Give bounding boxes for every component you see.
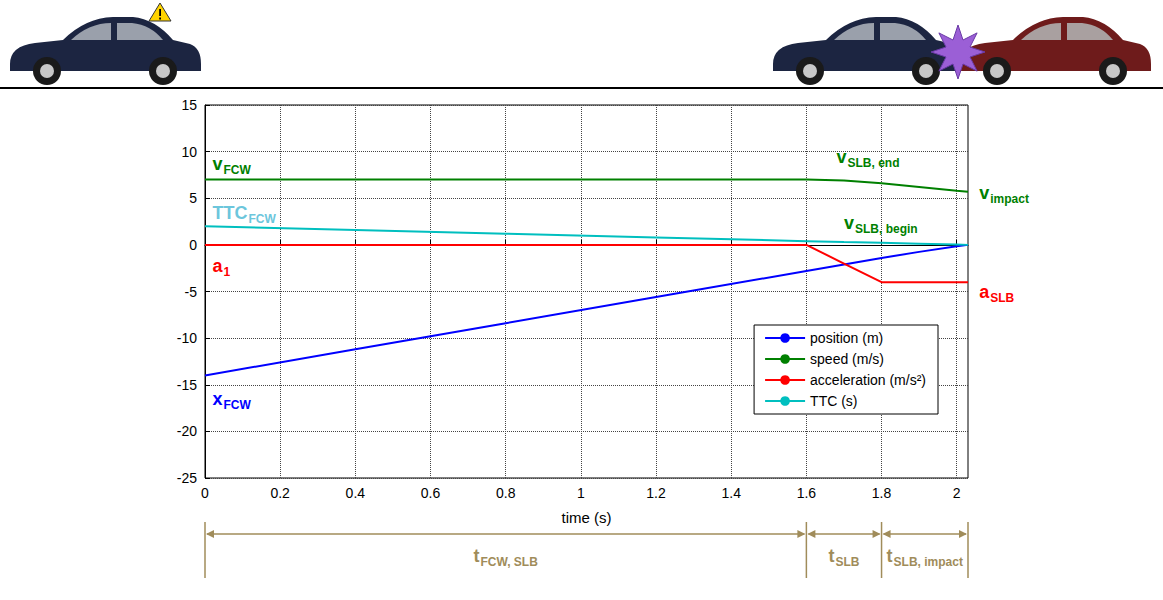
- svg-text:x: x: [213, 389, 223, 409]
- svg-text:FCW: FCW: [224, 398, 252, 412]
- svg-text:15: 15: [181, 97, 197, 113]
- svg-text:1.8: 1.8: [872, 485, 892, 501]
- svg-text:v: v: [836, 147, 846, 167]
- svg-text:1.4: 1.4: [721, 485, 741, 501]
- svg-text:TTC: TTC: [213, 203, 248, 223]
- svg-text:0: 0: [189, 237, 197, 253]
- svg-text:2: 2: [953, 485, 961, 501]
- svg-text:0: 0: [201, 485, 209, 501]
- svg-text:impact: impact: [990, 192, 1029, 206]
- svg-text:FCW: FCW: [249, 212, 277, 226]
- svg-text:a: a: [213, 256, 224, 276]
- svg-text:SLB, begin: SLB, begin: [855, 222, 918, 236]
- svg-text:time (s): time (s): [562, 509, 612, 526]
- svg-text:1: 1: [224, 265, 231, 279]
- svg-text:SLB: SLB: [990, 291, 1014, 305]
- svg-text:-5: -5: [185, 284, 198, 300]
- svg-text:t: t: [828, 546, 834, 566]
- svg-text:FCW, SLB: FCW, SLB: [481, 555, 539, 569]
- svg-text:t: t: [887, 546, 893, 566]
- svg-text:v: v: [213, 154, 223, 174]
- svg-text:-10: -10: [177, 330, 197, 346]
- svg-text:FCW: FCW: [224, 163, 252, 177]
- svg-text:1: 1: [577, 485, 585, 501]
- svg-text:0.8: 0.8: [496, 485, 516, 501]
- svg-text:SLB: SLB: [835, 555, 859, 569]
- svg-text:a: a: [979, 282, 990, 302]
- svg-text:-20: -20: [177, 423, 197, 439]
- svg-text:1.2: 1.2: [646, 485, 666, 501]
- svg-text:v: v: [844, 213, 854, 233]
- svg-text:acceleration (m/s²): acceleration (m/s²): [810, 372, 926, 388]
- svg-text:SLB, impact: SLB, impact: [894, 555, 963, 569]
- svg-text:0.4: 0.4: [346, 485, 366, 501]
- svg-text:10: 10: [181, 144, 197, 160]
- svg-text:t: t: [474, 546, 480, 566]
- svg-text:1.6: 1.6: [797, 485, 817, 501]
- svg-text:-15: -15: [177, 377, 197, 393]
- svg-text:speed (m/s): speed (m/s): [810, 351, 884, 367]
- svg-text:0.2: 0.2: [270, 485, 290, 501]
- svg-text:TTC (s): TTC (s): [810, 393, 857, 409]
- svg-text:SLB, end: SLB, end: [847, 156, 899, 170]
- svg-text:position (m): position (m): [810, 330, 883, 346]
- svg-text:5: 5: [189, 190, 197, 206]
- svg-text:-25: -25: [177, 470, 197, 486]
- svg-text:v: v: [979, 183, 989, 203]
- svg-text:0.6: 0.6: [421, 485, 441, 501]
